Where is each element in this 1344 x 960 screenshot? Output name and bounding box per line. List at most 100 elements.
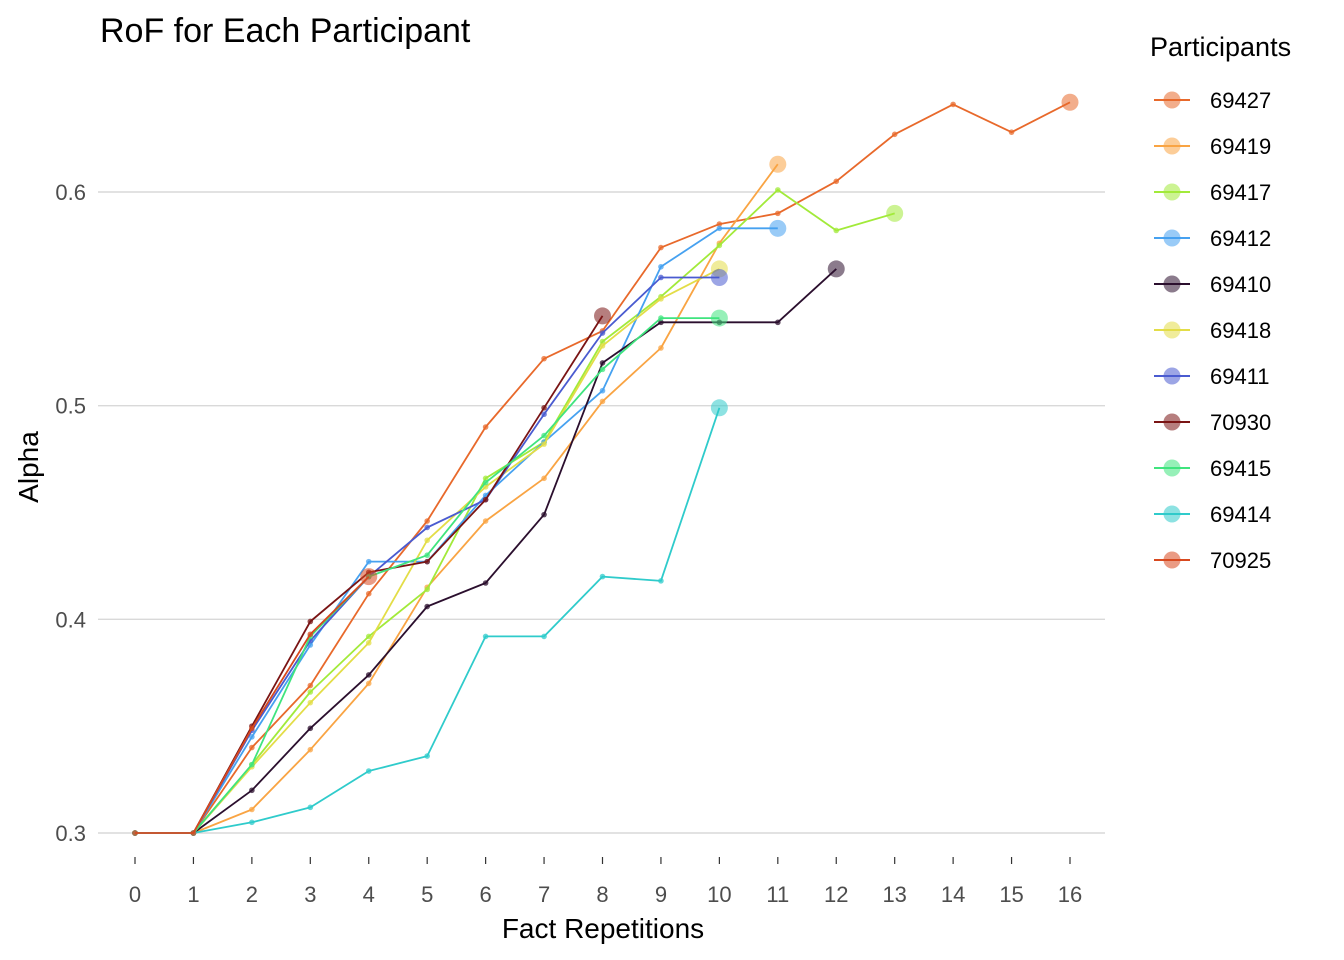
y-tick-label: 0.6: [55, 180, 86, 205]
series-point: [365, 590, 372, 597]
series-point: [307, 725, 314, 732]
series-point: [775, 187, 781, 193]
legend-label: 69410: [1210, 272, 1271, 297]
series-point: [249, 744, 255, 751]
legend-key-marker: [1163, 505, 1181, 523]
x-tick-label: 7: [538, 882, 550, 907]
legend-key-marker: [1163, 91, 1181, 109]
series-point: [424, 603, 430, 610]
series-69415: [132, 309, 728, 836]
legend-label: 69418: [1210, 318, 1271, 343]
legend-key-marker: [1163, 459, 1181, 477]
series-end-point: [710, 399, 728, 417]
legend-key-marker: [1163, 413, 1181, 431]
series-point: [249, 734, 255, 740]
legend-item-69417: 69417: [1154, 180, 1271, 205]
series-point: [541, 475, 547, 482]
series-point: [365, 633, 372, 640]
series-point: [541, 441, 547, 447]
series-point: [716, 221, 723, 227]
y-axis-title: Alpha: [13, 431, 44, 503]
series-point: [365, 640, 372, 646]
y-tick-label: 0.4: [55, 607, 86, 632]
legend-item-69411: 69411: [1154, 364, 1270, 389]
x-tick-label: 3: [304, 882, 316, 907]
series-point: [365, 558, 372, 565]
legend: Participants 69427 69419 69417 69412 69410 69…: [1150, 32, 1291, 573]
series-point: [658, 263, 664, 270]
legend-label: 69414: [1210, 502, 1271, 527]
series-end-point: [594, 307, 611, 325]
legend-item-69414: 69414: [1154, 502, 1271, 527]
legend-label: 70925: [1210, 548, 1271, 573]
series-line: [135, 268, 720, 834]
legend-label: 69412: [1210, 226, 1271, 251]
x-axis-title: Fact Repetitions: [502, 913, 704, 944]
legend-item-70925: 70925: [1154, 548, 1271, 573]
series-line: [135, 227, 778, 834]
legend-label: 70930: [1210, 410, 1271, 435]
series-point: [249, 806, 255, 813]
series-point: [249, 761, 255, 768]
series-point: [365, 680, 372, 687]
series-point: [599, 387, 606, 394]
series-end-point: [827, 260, 845, 278]
series-point: [716, 242, 723, 249]
series-point: [716, 225, 723, 232]
series-point: [658, 345, 664, 351]
x-tick-label: 16: [1058, 882, 1082, 907]
series-point: [307, 631, 314, 638]
series-point: [307, 746, 314, 753]
series-point: [541, 633, 547, 640]
series-end-point: [360, 568, 378, 586]
series-line: [135, 407, 721, 834]
series-point: [658, 296, 664, 302]
x-tick-label: 10: [707, 882, 731, 907]
series-point: [424, 552, 430, 559]
series-end-point: [769, 219, 787, 237]
legend-key-marker: [1163, 321, 1181, 339]
series-69419: [132, 155, 787, 836]
series-70925: [132, 568, 378, 836]
series-69427: [132, 93, 1079, 836]
legend-item-69410: 69410: [1154, 272, 1271, 297]
series-point: [249, 819, 255, 826]
legend-label: 69427: [1210, 88, 1271, 113]
series-point: [891, 131, 898, 138]
series-end-point: [886, 204, 904, 222]
x-tick-label: 8: [596, 882, 608, 907]
series-point: [365, 768, 372, 774]
series-point: [775, 210, 781, 217]
legend-item-70930: 70930: [1154, 410, 1271, 435]
legend-key-marker: [1163, 551, 1181, 569]
series-point: [365, 672, 372, 678]
series-point: [541, 411, 547, 418]
series-point: [424, 524, 430, 531]
x-tick-label: 0: [129, 882, 141, 907]
series-point: [658, 319, 664, 326]
series-point: [307, 682, 314, 689]
x-tick-label: 15: [999, 882, 1023, 907]
series-end-point: [1061, 93, 1079, 111]
series-line: [135, 101, 1071, 834]
series-point: [599, 366, 606, 373]
series-point: [249, 725, 255, 732]
series-point: [775, 319, 781, 326]
legend-key-marker: [1163, 229, 1181, 247]
series-point: [249, 787, 255, 794]
series-point: [599, 338, 606, 345]
series-point: [658, 244, 664, 251]
series-point: [482, 496, 489, 503]
series-point: [424, 558, 430, 565]
series-point: [833, 178, 840, 185]
series-point: [424, 586, 430, 593]
series-point: [424, 518, 430, 524]
series-point: [482, 479, 489, 486]
series-point: [424, 537, 430, 544]
series-point: [132, 830, 138, 836]
series-point: [1008, 129, 1015, 135]
legend-item-69419: 69419: [1154, 134, 1271, 159]
series-point: [190, 830, 197, 836]
